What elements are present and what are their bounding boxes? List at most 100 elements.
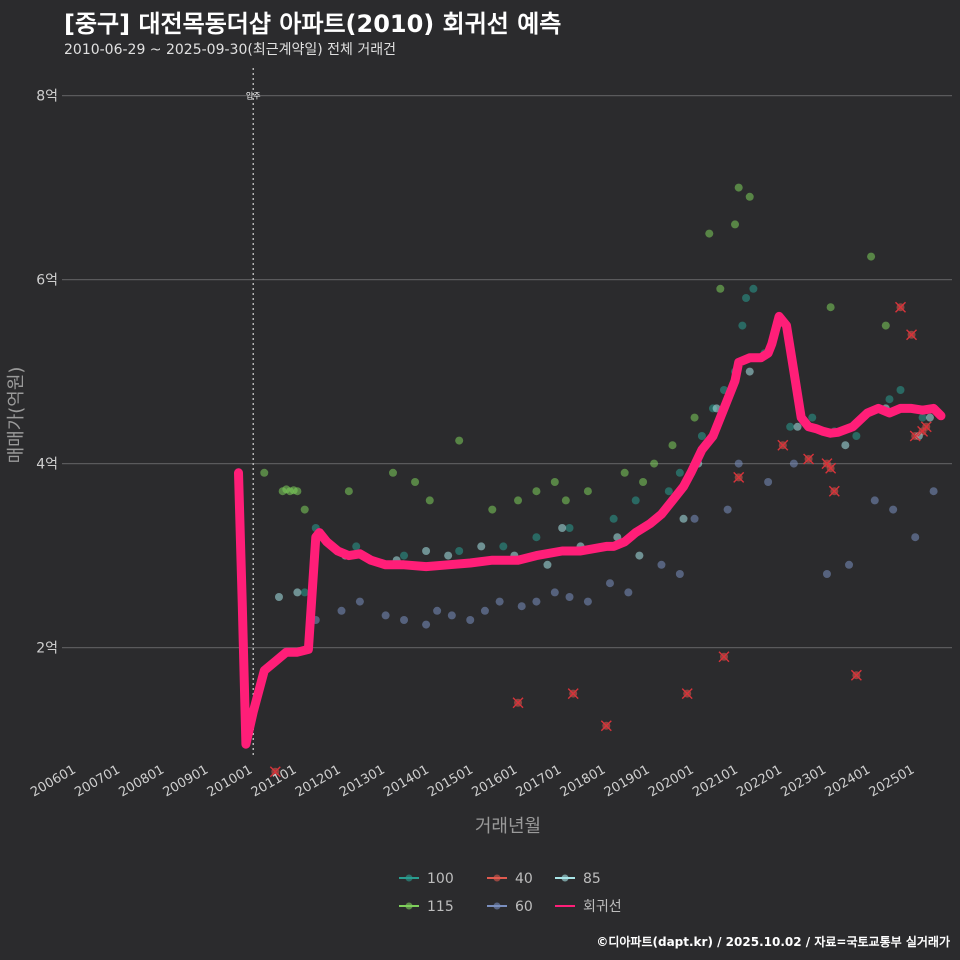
data-point [624, 588, 633, 597]
data-point [841, 441, 850, 450]
legend-swatch-dot [493, 902, 501, 910]
cancelled-mark [567, 688, 579, 700]
legend-swatch-dot [493, 874, 501, 882]
x-tick-label: 201001 [205, 762, 255, 800]
legend-item: 115 [399, 899, 454, 915]
cancelled-mark [269, 766, 281, 778]
data-point [381, 611, 390, 620]
data-point [337, 606, 346, 615]
data-point [550, 478, 559, 486]
data-point [620, 468, 629, 477]
data-point [657, 560, 666, 569]
x-tick-label: 202401 [823, 762, 873, 800]
data-point [675, 468, 684, 477]
data-point [532, 533, 541, 542]
data-point [355, 597, 364, 606]
regression-line [234, 311, 946, 749]
data-point [444, 551, 453, 560]
points-layer [260, 183, 938, 776]
x-tick-label: 201801 [558, 762, 608, 800]
x-tick-labels: 2006012007012008012009012010012011012012… [28, 762, 917, 800]
data-point [532, 487, 541, 496]
chart-title: [중구] 대전목동더샵 아파트(2010) 회귀선 예측 [64, 10, 562, 38]
data-point [550, 588, 559, 597]
data-point [480, 606, 489, 615]
data-point [447, 611, 456, 620]
data-point [697, 432, 706, 440]
data-point [293, 487, 302, 496]
data-point [455, 547, 464, 555]
data-point [609, 514, 618, 523]
data-point [749, 284, 758, 293]
data-point [764, 478, 773, 486]
x-tick-label: 202501 [867, 762, 917, 800]
data-point [690, 413, 699, 422]
data-point [293, 588, 302, 597]
annotation-layer: 입주 [246, 68, 261, 758]
data-point [734, 459, 743, 468]
data-point [675, 570, 684, 578]
x-tick-label: 201301 [337, 762, 387, 800]
x-tick-label: 200801 [116, 762, 166, 800]
data-point [300, 505, 309, 514]
data-point [477, 542, 486, 551]
cancelled-mark [733, 471, 745, 483]
data-point [881, 321, 890, 330]
data-point [400, 616, 409, 624]
data-point [808, 413, 817, 422]
data-point [532, 597, 541, 606]
legend-swatch-dot [561, 874, 569, 882]
x-tick-label: 201601 [470, 762, 520, 800]
data-point [745, 367, 754, 376]
x-tick-label: 202101 [690, 762, 740, 800]
x-tick-label: 202001 [646, 762, 696, 800]
legend-item: 85 [555, 871, 601, 887]
data-point [870, 496, 879, 505]
y-tick-labels: 2억 4억 6억 8억 [36, 89, 58, 657]
regression-line-layer [234, 311, 946, 749]
legend-item: 회귀선 [555, 899, 622, 915]
cancelled-mark [895, 301, 907, 313]
x-tick-label: 201901 [602, 762, 652, 800]
data-point [352, 542, 361, 551]
data-point [716, 284, 725, 293]
data-point [639, 478, 648, 486]
data-point [422, 547, 431, 555]
data-point [583, 597, 592, 606]
data-point [896, 386, 905, 394]
legend-swatch-dot [405, 902, 413, 910]
data-point [499, 542, 508, 551]
legend-label: 115 [427, 899, 454, 915]
data-point [488, 505, 497, 514]
data-point [745, 192, 754, 201]
grid-layer [62, 94, 952, 649]
y-axis-title: 매매가(억원) [6, 367, 27, 464]
data-point [400, 551, 409, 560]
cancelled-mark [600, 720, 612, 732]
data-point [605, 579, 614, 588]
data-point [738, 321, 747, 330]
data-point [543, 560, 552, 569]
data-point [388, 468, 397, 477]
chart-subtitle: 2010-06-29 ~ 2025-09-30(최근계약일) 전체 거래건 [64, 42, 396, 58]
legend-label: 40 [515, 871, 533, 887]
data-point [885, 395, 894, 404]
legend-item: 40 [487, 871, 533, 887]
x-axis-title: 거래년월 [475, 816, 541, 837]
data-point [650, 459, 659, 468]
cancelled-mark [920, 421, 932, 433]
data-point [274, 593, 283, 601]
move-in-label: 입주 [246, 92, 261, 101]
data-point [679, 514, 688, 523]
data-point [793, 422, 802, 431]
data-point [723, 505, 732, 514]
legend-label: 85 [583, 871, 601, 887]
data-point [425, 496, 434, 505]
data-point [300, 588, 309, 597]
cancelled-mark [828, 485, 840, 497]
x-tick-label: 200601 [28, 762, 78, 800]
x-tick-label: 202301 [778, 762, 828, 800]
legend-label: 60 [515, 899, 533, 915]
y-tick-label: 4억 [36, 457, 58, 473]
